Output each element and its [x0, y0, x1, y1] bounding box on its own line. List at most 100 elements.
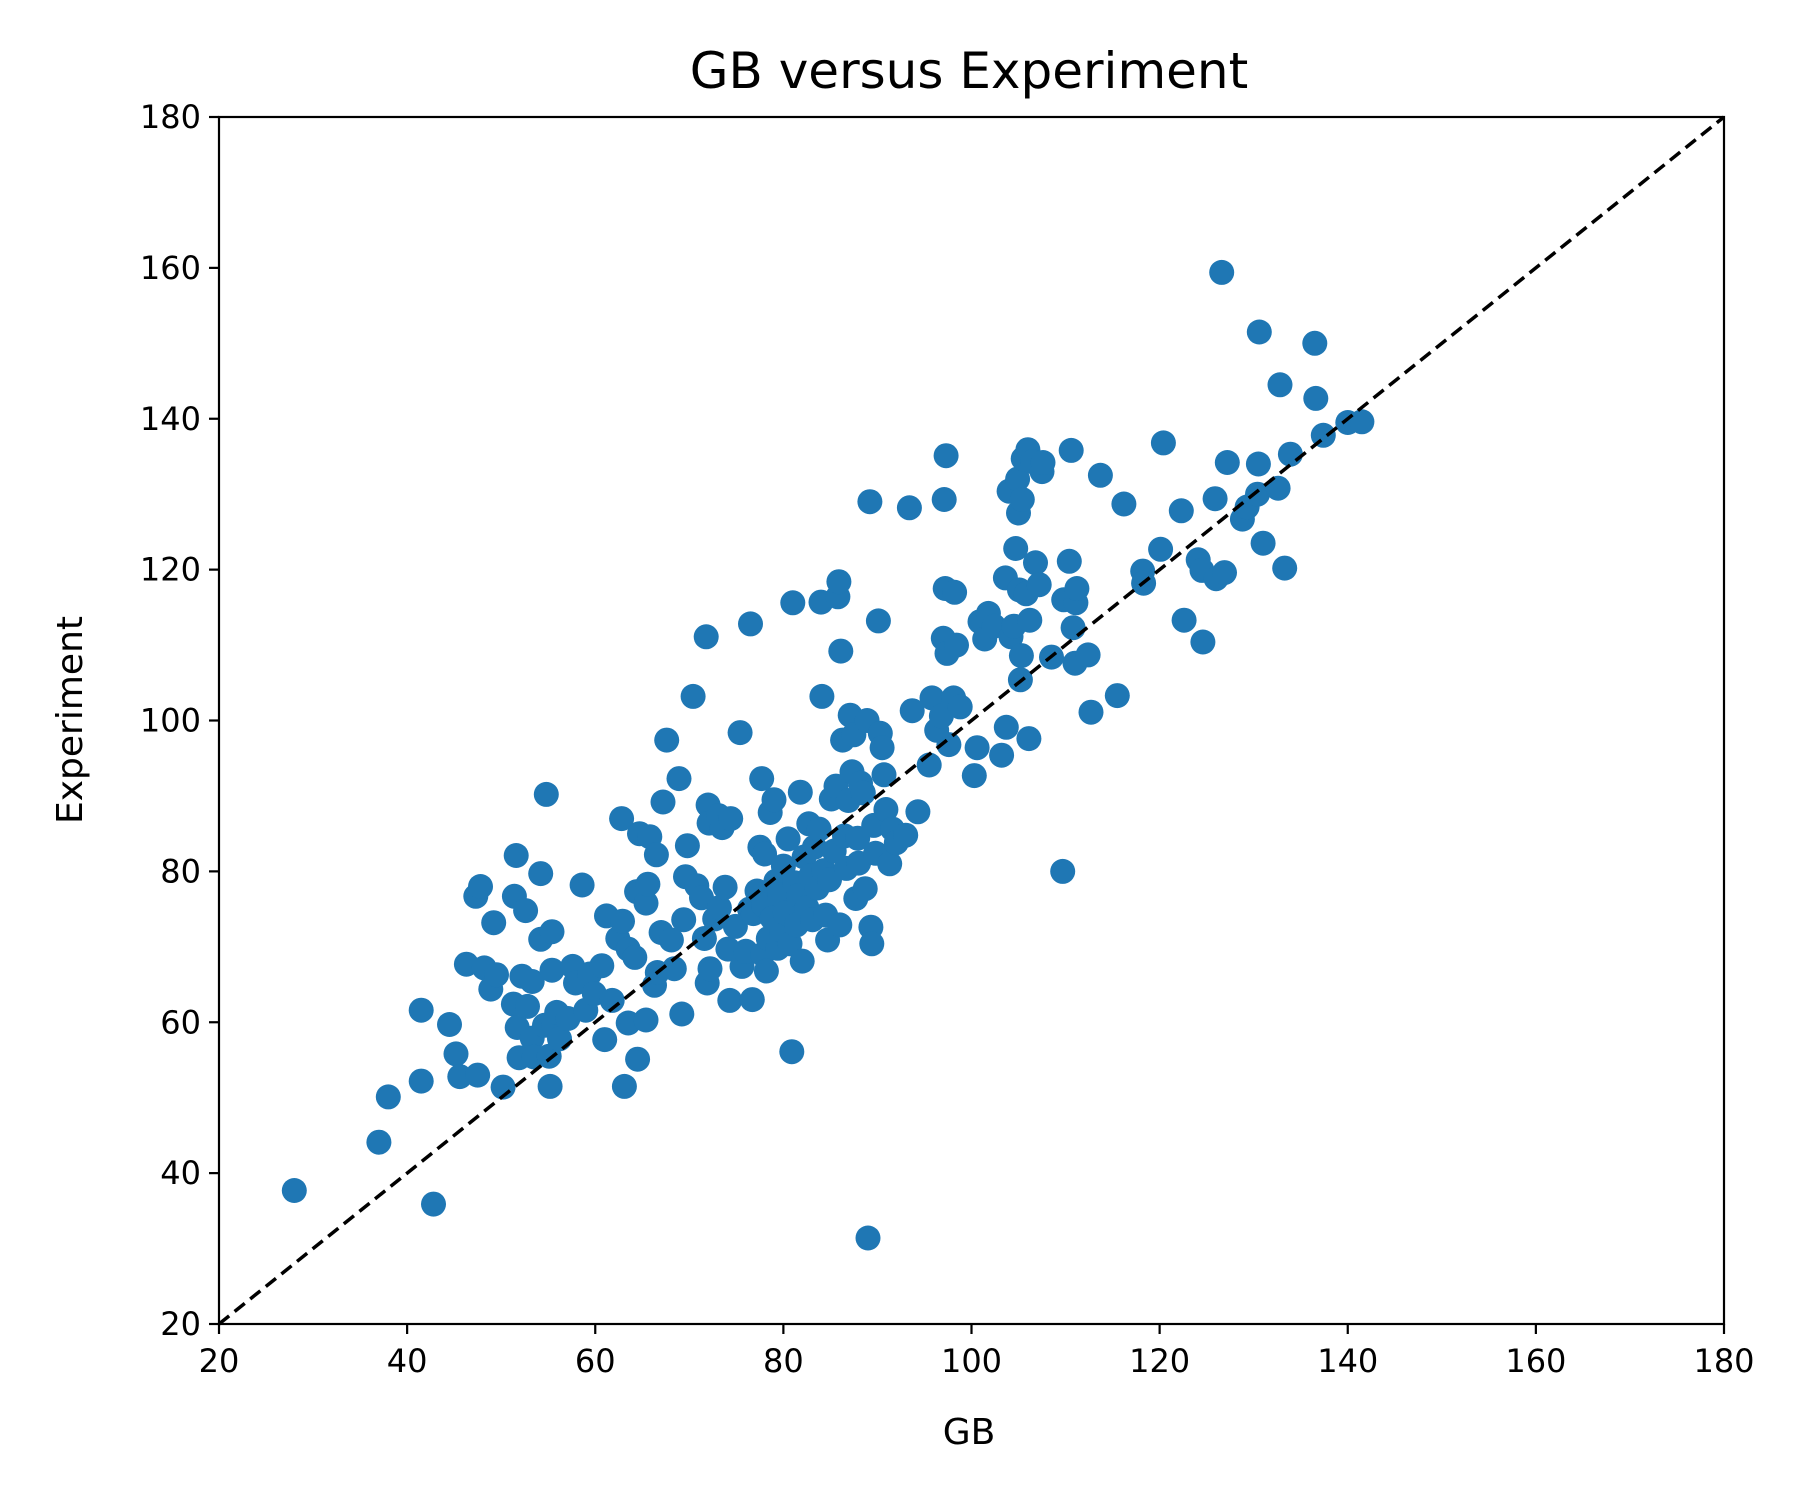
- data-point: [855, 1225, 881, 1251]
- data-point: [752, 841, 778, 867]
- data-point: [1349, 409, 1375, 435]
- data-point: [465, 1062, 491, 1088]
- data-point: [780, 590, 806, 616]
- y-tick-label: 60: [160, 1003, 201, 1041]
- y-tick-label: 100: [140, 702, 201, 740]
- data-point: [1246, 319, 1272, 345]
- data-point: [408, 997, 434, 1023]
- data-point: [826, 569, 852, 595]
- data-point: [852, 876, 878, 902]
- y-tick-label: 40: [160, 1154, 201, 1192]
- data-point: [1008, 643, 1034, 669]
- data-point: [650, 789, 676, 815]
- data-point: [539, 919, 565, 945]
- data-point: [739, 987, 765, 1013]
- data-point: [787, 779, 813, 805]
- data-point: [437, 1012, 462, 1037]
- data-point: [625, 1046, 651, 1072]
- data-point: [779, 1039, 805, 1065]
- data-point: [661, 956, 687, 982]
- data-point: [611, 1073, 637, 1099]
- data-point: [989, 742, 1015, 768]
- data-point: [1030, 450, 1056, 475]
- y-tick-label: 80: [160, 852, 201, 890]
- x-tick-label: 120: [1129, 1342, 1190, 1380]
- y-tick-label: 140: [140, 400, 201, 438]
- data-point: [1056, 548, 1082, 574]
- x-axis: 20 40 60 80 100 120 140 160 180: [199, 1324, 1755, 1380]
- y-tick-label: 120: [140, 551, 201, 589]
- data-point: [1245, 451, 1271, 477]
- data-point: [869, 735, 895, 761]
- data-point: [654, 727, 680, 753]
- data-point: [896, 495, 922, 521]
- data-point: [1003, 536, 1029, 561]
- data-point: [533, 781, 559, 807]
- data-point: [942, 579, 968, 605]
- data-point: [669, 1001, 695, 1027]
- data-point: [481, 910, 507, 936]
- data-point: [865, 608, 891, 634]
- data-point: [1026, 572, 1052, 598]
- data-point: [691, 926, 717, 951]
- data-point: [609, 806, 635, 832]
- data-point: [749, 766, 775, 792]
- data-point: [712, 874, 738, 900]
- data-point: [447, 1064, 473, 1090]
- data-point: [408, 1068, 434, 1094]
- x-tick-label: 20: [199, 1342, 240, 1380]
- x-tick-label: 140: [1317, 1342, 1378, 1380]
- data-point: [1190, 629, 1216, 655]
- data-point: [633, 1007, 659, 1033]
- data-point: [537, 1073, 563, 1099]
- data-point: [717, 987, 743, 1013]
- data-point: [1214, 450, 1240, 475]
- data-point: [1009, 487, 1035, 512]
- data-point: [964, 735, 990, 761]
- data-point: [706, 895, 732, 921]
- data-point: [569, 872, 595, 898]
- data-point: [1209, 259, 1235, 285]
- data-point: [806, 816, 832, 842]
- data-point: [680, 683, 706, 709]
- data-point: [1303, 385, 1329, 411]
- y-tick-label: 180: [140, 98, 201, 136]
- x-tick-label: 80: [763, 1342, 804, 1380]
- data-point: [643, 842, 669, 868]
- data-point: [1202, 486, 1228, 512]
- data-point: [727, 720, 753, 746]
- data-point: [1150, 430, 1176, 456]
- y-axis-label: Experiment: [50, 616, 91, 824]
- data-point: [592, 1027, 618, 1053]
- data-point: [443, 1041, 469, 1067]
- x-tick-label: 180: [1693, 1342, 1754, 1380]
- data-point: [1168, 498, 1194, 524]
- y-axis: 20 40 60 80 100 120 140 160 180: [140, 98, 219, 1343]
- data-point: [850, 780, 876, 806]
- data-point: [933, 443, 959, 469]
- chart-title: GB versus Experiment: [690, 42, 1248, 100]
- x-tick-label: 100: [941, 1342, 1002, 1380]
- data-point: [718, 806, 744, 832]
- data-point: [1277, 441, 1303, 467]
- data-point: [375, 1084, 401, 1110]
- data-point: [658, 927, 684, 953]
- data-point: [281, 1178, 307, 1203]
- data-point: [503, 843, 529, 868]
- data-point: [775, 826, 801, 852]
- data-point: [1060, 615, 1086, 641]
- data-point: [599, 987, 625, 1013]
- data-point: [528, 861, 554, 887]
- data-point: [1250, 530, 1276, 556]
- data-point: [828, 638, 854, 664]
- data-point: [1087, 462, 1113, 488]
- data-point: [993, 714, 1019, 740]
- data-point: [1005, 466, 1031, 492]
- data-point: [947, 694, 973, 720]
- data-point: [674, 833, 700, 859]
- data-point: [1245, 481, 1270, 507]
- data-point: [610, 908, 635, 934]
- reference-line-group: [217, 115, 1726, 1326]
- data-point: [873, 797, 899, 822]
